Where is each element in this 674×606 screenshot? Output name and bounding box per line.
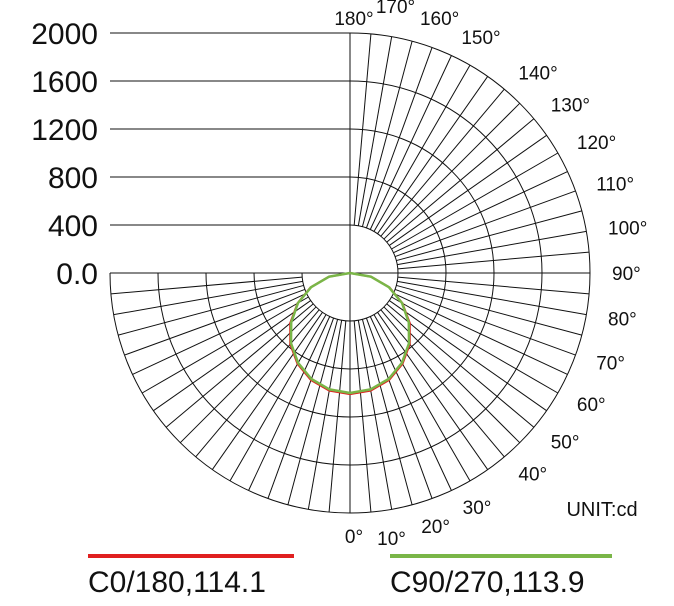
angle-label: 150° (461, 28, 500, 49)
angle-label: 140° (518, 63, 557, 84)
angle-label: 10° (377, 529, 406, 550)
angle-label: 30° (463, 498, 492, 519)
grid-spoke (397, 230, 587, 266)
grid-spoke (110, 276, 303, 295)
unit-label: UNIT:cd (566, 499, 637, 521)
grid-spoke (394, 190, 576, 258)
grid-spoke (397, 280, 587, 316)
angle-label: 180° (334, 9, 373, 30)
grid-spoke (396, 210, 582, 262)
angle-label: 50° (551, 432, 580, 453)
grid-spoke (383, 306, 521, 444)
angle-label: 90° (612, 264, 641, 285)
radial-tick-label: 1200 (31, 114, 98, 147)
grid-spoke (248, 316, 331, 491)
grid-spoke (391, 296, 559, 394)
legend-label-c0: C0/180,114.1 (88, 566, 266, 599)
grid-spoke (397, 276, 590, 295)
angle-label: 60° (577, 395, 606, 416)
grid-spoke (141, 296, 309, 394)
grid-spoke (386, 303, 535, 428)
grid-spoke (267, 317, 335, 499)
grid-spoke (357, 320, 393, 510)
grid-spoke (153, 300, 311, 412)
grid-spoke (396, 284, 582, 336)
angle-label: 130° (551, 96, 590, 117)
curve-series-1 (289, 271, 411, 395)
grid-spoke (132, 292, 307, 375)
angle-label: 0° (345, 527, 363, 548)
grid-spoke (118, 284, 304, 336)
grid-spoke (377, 76, 489, 234)
grid-spoke (397, 251, 590, 270)
grid-spoke (380, 309, 505, 458)
grid-spoke (391, 152, 559, 250)
radial-tick-label: 1600 (31, 66, 98, 99)
grid-spoke (165, 303, 314, 428)
labels: 2000 1600 1200 800 400 0.0 0° 10° 20° 30° 40°50° 60… (31, 0, 647, 550)
grid-spoke (373, 64, 471, 232)
radial-tick-label: 2000 (31, 18, 98, 51)
grid-spoke (389, 300, 547, 412)
grid-spoke (393, 292, 568, 375)
grid-spoke (365, 47, 433, 229)
angle-label: 100° (608, 219, 647, 240)
angle-label: 110° (596, 174, 634, 195)
grid-spoke (383, 102, 521, 240)
angle-label: 80° (608, 309, 637, 330)
grid-spoke (124, 288, 306, 356)
grid-spoke (113, 280, 303, 316)
grid-spoke (386, 118, 535, 243)
grid-spoke (287, 319, 339, 505)
angle-label: 160° (420, 9, 459, 30)
grid-spoke (394, 288, 576, 356)
grid-spoke (361, 319, 413, 505)
angle-label: 40° (518, 465, 547, 486)
grid-spoke (393, 171, 568, 254)
angle-label: 170° (376, 0, 415, 18)
grid-spoke (229, 314, 327, 482)
legend-label-c90: C90/270,113.9 (390, 566, 585, 599)
polar-grid (109, 32, 591, 514)
grid-spoke (377, 312, 489, 470)
grid-spoke (369, 55, 452, 230)
grid-spoke (211, 312, 323, 470)
grid-spoke (380, 88, 505, 237)
radial-tick-label: 0.0 (56, 258, 98, 291)
grid-spoke (365, 317, 433, 499)
grid-spoke (357, 36, 393, 226)
grid-spoke (195, 309, 320, 458)
grid-spoke (179, 306, 317, 444)
angle-label: 20° (421, 517, 450, 538)
grid-spoke (353, 320, 372, 513)
grid-spoke (373, 314, 471, 482)
radial-tick-label: 400 (48, 210, 98, 243)
grid-spoke (361, 41, 413, 227)
grid-spoke (307, 320, 343, 510)
radial-tick-label: 800 (48, 162, 98, 195)
angle-label: 70° (596, 354, 625, 375)
grid-spoke (369, 316, 452, 491)
grid-spoke (328, 320, 347, 513)
grid-spoke (389, 134, 547, 246)
curves (289, 271, 411, 396)
angle-label: 120° (577, 133, 616, 154)
grid-spoke (353, 33, 372, 226)
